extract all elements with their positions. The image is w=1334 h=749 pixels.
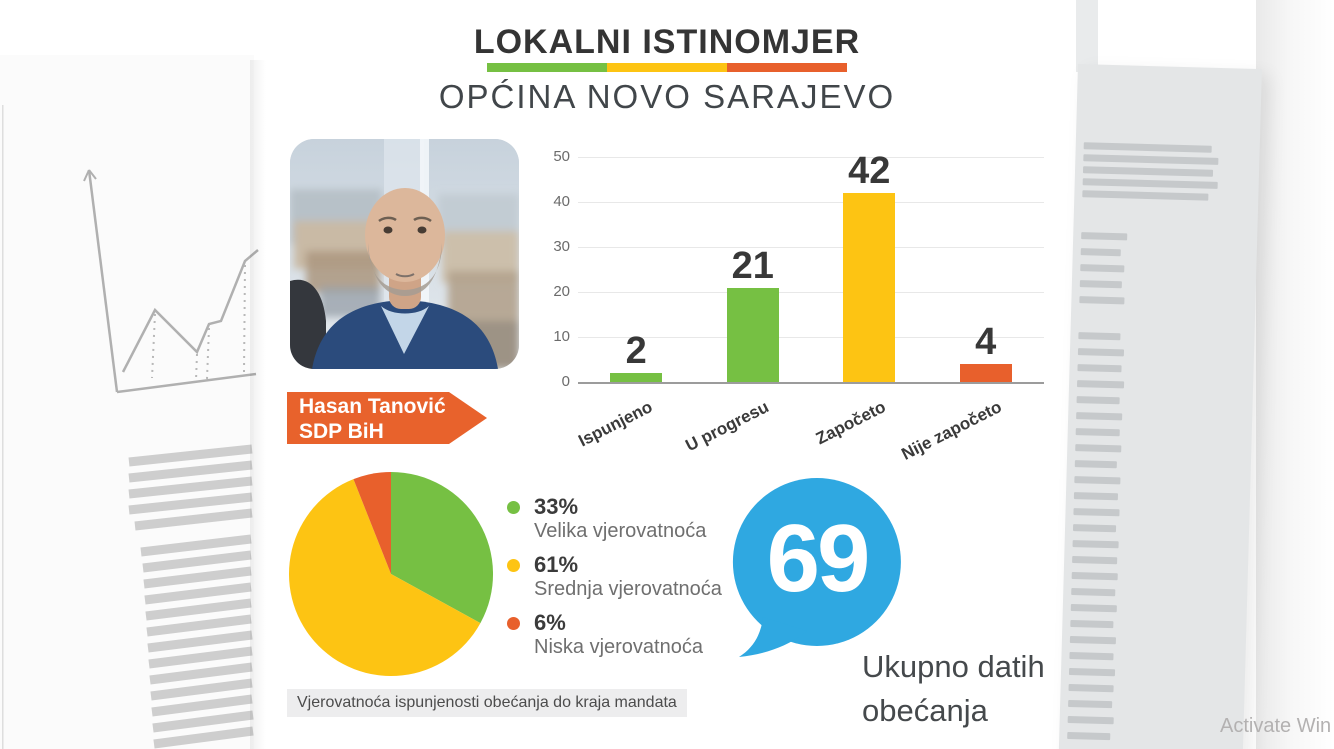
background-sketch-chart [83,169,259,394]
background-text-lines [128,444,254,749]
y-axis-tick: 50 [553,148,570,165]
candidate-name: Hasan Tanović [299,395,446,418]
pie-legend: 33% Velika vjerovatnoća 61% Srednja vjer… [507,494,722,668]
background-right-page [1058,64,1262,749]
promise-count-bubble [732,478,901,657]
legend-label: Srednja vjerovatnoća [534,578,722,600]
candidate-portrait-illustration [290,139,519,369]
municipality-title: OPĆINA NOVO SARAJEVO [438,78,896,115]
y-axis-tick: 40 [553,193,570,210]
x-axis-label: Nije započeto [898,397,1005,464]
tricolor-green-segment [487,63,607,72]
x-axis-baseline [578,382,1044,384]
bar-započeto [843,193,896,382]
legend-item-medium: 61% Srednja vjerovatnoća [507,552,722,602]
person [312,188,498,369]
bar-value: 21 [731,244,774,287]
pie-chart [288,471,494,677]
pie-slice [353,471,391,574]
x-axis-label: U progresu [682,397,772,456]
bar-u-progresu [726,287,779,382]
pie-caption: Vjerovatnoća ispunjenosti obećanja do kr… [287,689,687,717]
bar-chart: 0 10 20 30 40 50 2 Ispunjeno 21 U progresu 42 Započ… [540,148,1048,464]
bar-value: 2 [625,330,647,372]
pie-slice [391,471,494,624]
legend-dot-green [507,501,520,514]
y-axis-tick: 30 [553,238,570,255]
pie-slice [288,479,481,677]
background-left-page [0,55,259,749]
legend-label: Velika vjerovatnoća [534,520,707,542]
gridline [578,157,1044,158]
legend-item-high: 33% Velika vjerovatnoća [507,494,722,544]
x-axis-label: Započeto [812,397,889,449]
legend-label: Niska vjerovatnoća [534,636,703,658]
speech-bubble-shape [732,478,901,646]
tricolor-orange-segment [727,63,847,72]
candidate-party: SDP BiH [299,420,384,443]
legend-percentage: 6% [534,610,566,635]
bar-value: 42 [848,150,891,192]
y-axis-tick: 20 [553,283,570,300]
bar-value: 4 [975,321,997,363]
candidate-banner: Hasan Tanović SDP BiH [287,392,487,444]
tricolor-bar [487,63,847,72]
speech-bubble-tail [739,617,807,657]
bar-nije-započeto [959,364,1012,382]
gridline [578,247,1044,248]
tricolor-yellow-segment [607,63,727,72]
y-axis-tick: 0 [561,373,570,390]
y-axis-tick: 10 [553,328,570,345]
legend-item-low: 6% Niska vjerovatnoća [507,610,722,660]
gridline [578,292,1044,293]
x-axis-label: Ispunjeno [575,397,656,451]
legend-percentage: 33% [534,494,579,519]
legend-dot-orange [507,617,520,630]
promise-count-label: Ukupno datih obećanja [862,649,1045,728]
gridline [578,202,1044,203]
office-chair [290,279,326,369]
background-page-shadow [250,60,266,749]
page-title: LOKALNI ISTINOMJER [473,23,861,61]
background-right-backsheet [1256,0,1334,749]
legend-percentage: 61% [534,552,579,577]
legend-dot-yellow [507,559,520,572]
candidate-photo [290,139,519,369]
activate-windows-watermark: Activate Win [1220,715,1332,737]
gridline [578,337,1044,338]
promise-count: 69 [766,505,871,612]
bar-ispunjeno [610,373,663,382]
background-right-band [1076,0,1098,72]
header: LOKALNI ISTINOMJER OPĆINA NOVO SARAJEVO [400,24,934,115]
